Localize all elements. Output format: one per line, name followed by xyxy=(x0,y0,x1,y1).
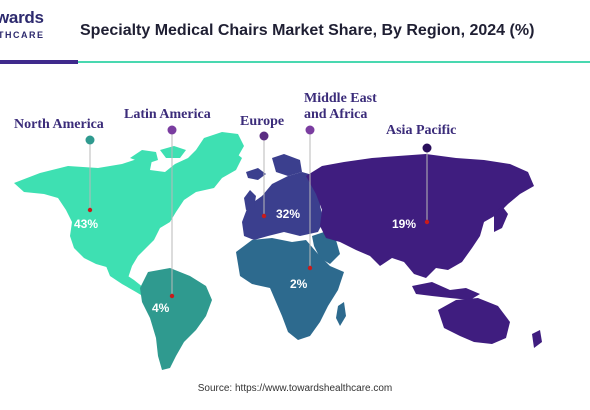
new-zealand-shape xyxy=(532,330,542,348)
indonesia-shape xyxy=(412,282,480,300)
leader-lines xyxy=(89,130,428,296)
label-dot-north-america xyxy=(85,135,95,145)
arctic-island-shape xyxy=(160,146,186,158)
label-north-america: North America xyxy=(14,117,104,132)
marker-mea xyxy=(307,265,313,271)
uk-shape xyxy=(244,190,256,210)
greenland-shape xyxy=(196,132,244,170)
title-underline-accent xyxy=(0,60,78,64)
region-asia-pacific xyxy=(306,154,542,348)
madagascar-shape xyxy=(336,302,346,326)
marker-north-america xyxy=(87,207,93,213)
label-mea-line2: and Africa xyxy=(304,107,367,122)
scandinavia-shape xyxy=(272,154,302,176)
label-dot-europe xyxy=(259,131,269,141)
arctic-island-shape xyxy=(130,150,158,164)
brand-subline: THCARE xyxy=(0,30,45,40)
label-dot-latin-america xyxy=(167,125,177,135)
latin-america-shape xyxy=(140,268,212,370)
region-europe xyxy=(242,154,324,240)
marker-latin-america xyxy=(169,293,175,299)
australia-shape xyxy=(438,298,510,344)
central-america-shape xyxy=(106,266,150,298)
title-underline-track xyxy=(78,61,590,63)
brand-wordmark: wards xyxy=(0,8,44,27)
share-europe: 32% xyxy=(276,207,300,221)
europe-shape xyxy=(242,172,324,240)
iceland-shape xyxy=(246,168,266,180)
region-latin-america xyxy=(140,268,212,370)
page-title: Specialty Medical Chairs Market Share, B… xyxy=(80,22,535,39)
label-mea-line1: Middle East xyxy=(304,91,377,106)
brand-logo: wards THCARE xyxy=(0,8,70,48)
label-dot-asia-pacific xyxy=(422,143,432,153)
label-latin-america: Latin America xyxy=(124,107,211,122)
source-note: Source: https://www.towardshealthcare.co… xyxy=(197,383,393,394)
share-latin-america: 4% xyxy=(152,301,170,315)
north-america-shape xyxy=(14,146,242,278)
share-mea: 2% xyxy=(290,277,308,291)
label-dot-mea xyxy=(305,125,315,135)
marker-europe xyxy=(261,213,267,219)
marker-asia-pacific xyxy=(424,219,430,225)
share-asia-pacific: 19% xyxy=(392,217,416,231)
label-dots xyxy=(85,125,432,153)
share-north-america: 43% xyxy=(74,217,98,231)
label-asia-pacific: Asia Pacific xyxy=(386,123,456,138)
japan-shape xyxy=(494,206,508,232)
region-markers xyxy=(87,207,430,299)
region-north-america xyxy=(14,132,244,298)
title-underline xyxy=(0,60,590,64)
label-europe: Europe xyxy=(240,114,284,129)
africa-shape xyxy=(236,238,344,340)
asia-shape xyxy=(306,154,534,278)
